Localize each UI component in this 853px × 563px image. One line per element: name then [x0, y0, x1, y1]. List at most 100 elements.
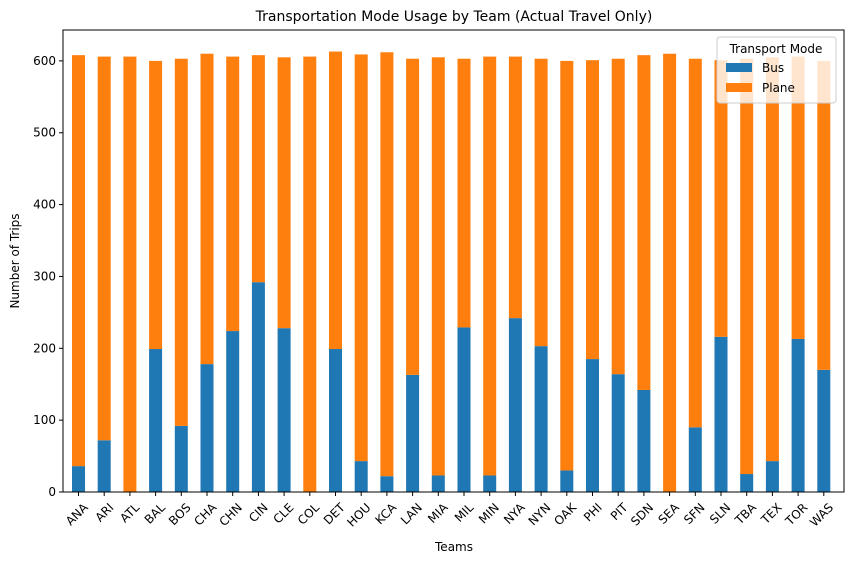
bar-bus-ari [97, 440, 111, 492]
x-tick-label: ANA [63, 500, 91, 528]
bar-plane-nya [508, 56, 522, 319]
x-tick-label: WAS [807, 500, 836, 529]
x-tick-label: BAL [142, 500, 168, 526]
x-tick-label: CHN [216, 500, 245, 529]
x-tick-label: SDN [628, 500, 656, 528]
bar-plane-nyn [534, 58, 548, 347]
bar-plane-cle [277, 57, 291, 329]
bar-plane-pit [611, 58, 625, 375]
y-tick-label: 200 [33, 341, 56, 355]
chart-title: Transportation Mode Usage by Team (Actua… [255, 9, 653, 25]
x-tick-label: TEX [758, 500, 785, 527]
bar-plane-phi [586, 60, 599, 360]
x-tick-label: PHI [581, 500, 605, 524]
y-tick-label: 300 [33, 269, 56, 283]
x-tick-label: KCA [373, 500, 400, 527]
bars-group [72, 51, 831, 493]
x-tick-label: SEA [655, 500, 682, 527]
bar-bus-chn [226, 331, 240, 492]
x-tick-label: DET [321, 500, 348, 527]
x-tick-label: ATL [117, 500, 142, 525]
bar-plane-min [483, 56, 497, 476]
plot-frame [62, 29, 845, 493]
x-tick-label: TOR [782, 500, 810, 528]
bar-plane-tex [765, 57, 779, 462]
x-tick-label: CHA [191, 500, 220, 529]
bar-plane-sea [663, 53, 677, 493]
bar-bus-was [817, 369, 831, 492]
bar-bus-mia [431, 475, 445, 492]
bar-plane-tba [740, 58, 754, 475]
bar-plane-det [329, 51, 342, 350]
bar-bus-tba [740, 474, 754, 492]
y-tick-label: 600 [33, 54, 56, 68]
x-tick-label: BOS [166, 500, 194, 528]
bar-bus-bal [149, 349, 163, 492]
bar-plane-sfn [688, 58, 702, 428]
x-tick-label: TBA [732, 500, 760, 528]
bar-bus-kca [380, 476, 394, 492]
bar-bus-tex [765, 461, 779, 492]
bar-plane-atl [123, 56, 137, 492]
bar-bus-cin [251, 282, 265, 492]
x-axis-label: Teams [434, 540, 473, 554]
x-tick-label: OAK [551, 500, 580, 529]
bar-bus-mil [457, 327, 471, 492]
legend-label-bus: Bus [762, 61, 784, 75]
x-tick-label: MIL [452, 500, 477, 525]
bar-bus-oak [560, 470, 574, 492]
bar-plane-ari [97, 56, 111, 441]
x-tick-label: HOU [344, 500, 373, 529]
bar-bus-sfn [688, 427, 702, 492]
x-tick-label: SFN [681, 500, 708, 527]
bar-plane-chn [226, 56, 240, 332]
x-tick-label: CLE [271, 500, 297, 526]
x-tick-label: COL [295, 500, 322, 527]
legend-title: Transport Mode [729, 42, 823, 56]
x-tick-label: MIA [425, 500, 451, 526]
legend-swatch-plane [726, 83, 752, 92]
bar-bus-tor [791, 338, 805, 492]
x-tick-label: LAN [398, 500, 425, 527]
x-tick-label: MIN [476, 500, 502, 526]
bar-bus-cle [277, 328, 291, 492]
bar-plane-sdn [637, 55, 651, 390]
bar-plane-cin [251, 55, 265, 283]
bar-bus-bos [174, 425, 188, 492]
bar-plane-oak [560, 60, 574, 471]
bar-bus-min [483, 475, 497, 492]
bar-bus-phi [586, 359, 599, 492]
bar-plane-bal [149, 60, 163, 350]
bar-plane-col [303, 56, 317, 492]
x-tick-label: SLN [707, 500, 733, 526]
legend: Transport Mode Bus Plane [716, 36, 837, 104]
bar-bus-nya [508, 318, 522, 492]
y-axis-label: Number of Trips [8, 213, 22, 308]
bar-plane-was [817, 60, 831, 370]
bar-bus-det [329, 349, 342, 492]
y-tick-label: 0 [48, 485, 56, 499]
y-tick-label: 500 [33, 126, 56, 140]
bar-bus-sln [714, 336, 728, 492]
bar-bus-nyn [534, 346, 548, 492]
y-tick-label: 400 [33, 198, 56, 212]
bar-plane-lan [406, 58, 420, 375]
y-axis: 0 100 200 300 400 500 600 [33, 54, 63, 499]
bar-plane-ana [72, 55, 85, 467]
bar-plane-hou [354, 54, 368, 462]
bar-bus-ana [72, 466, 85, 492]
bar-plane-mil [457, 58, 471, 328]
legend-label-plane: Plane [762, 81, 795, 95]
bar-plane-bos [174, 58, 188, 426]
legend-swatch-bus [726, 63, 752, 72]
bar-plane-mia [431, 57, 445, 476]
x-tick-label: CIN [246, 500, 271, 525]
bar-plane-cha [200, 53, 214, 365]
x-tick-label: NYN [526, 500, 554, 528]
bar-bus-hou [354, 461, 368, 492]
bar-bus-sdn [637, 389, 651, 492]
bar-plane-kca [380, 52, 394, 477]
bar-plane-tor [791, 56, 805, 339]
